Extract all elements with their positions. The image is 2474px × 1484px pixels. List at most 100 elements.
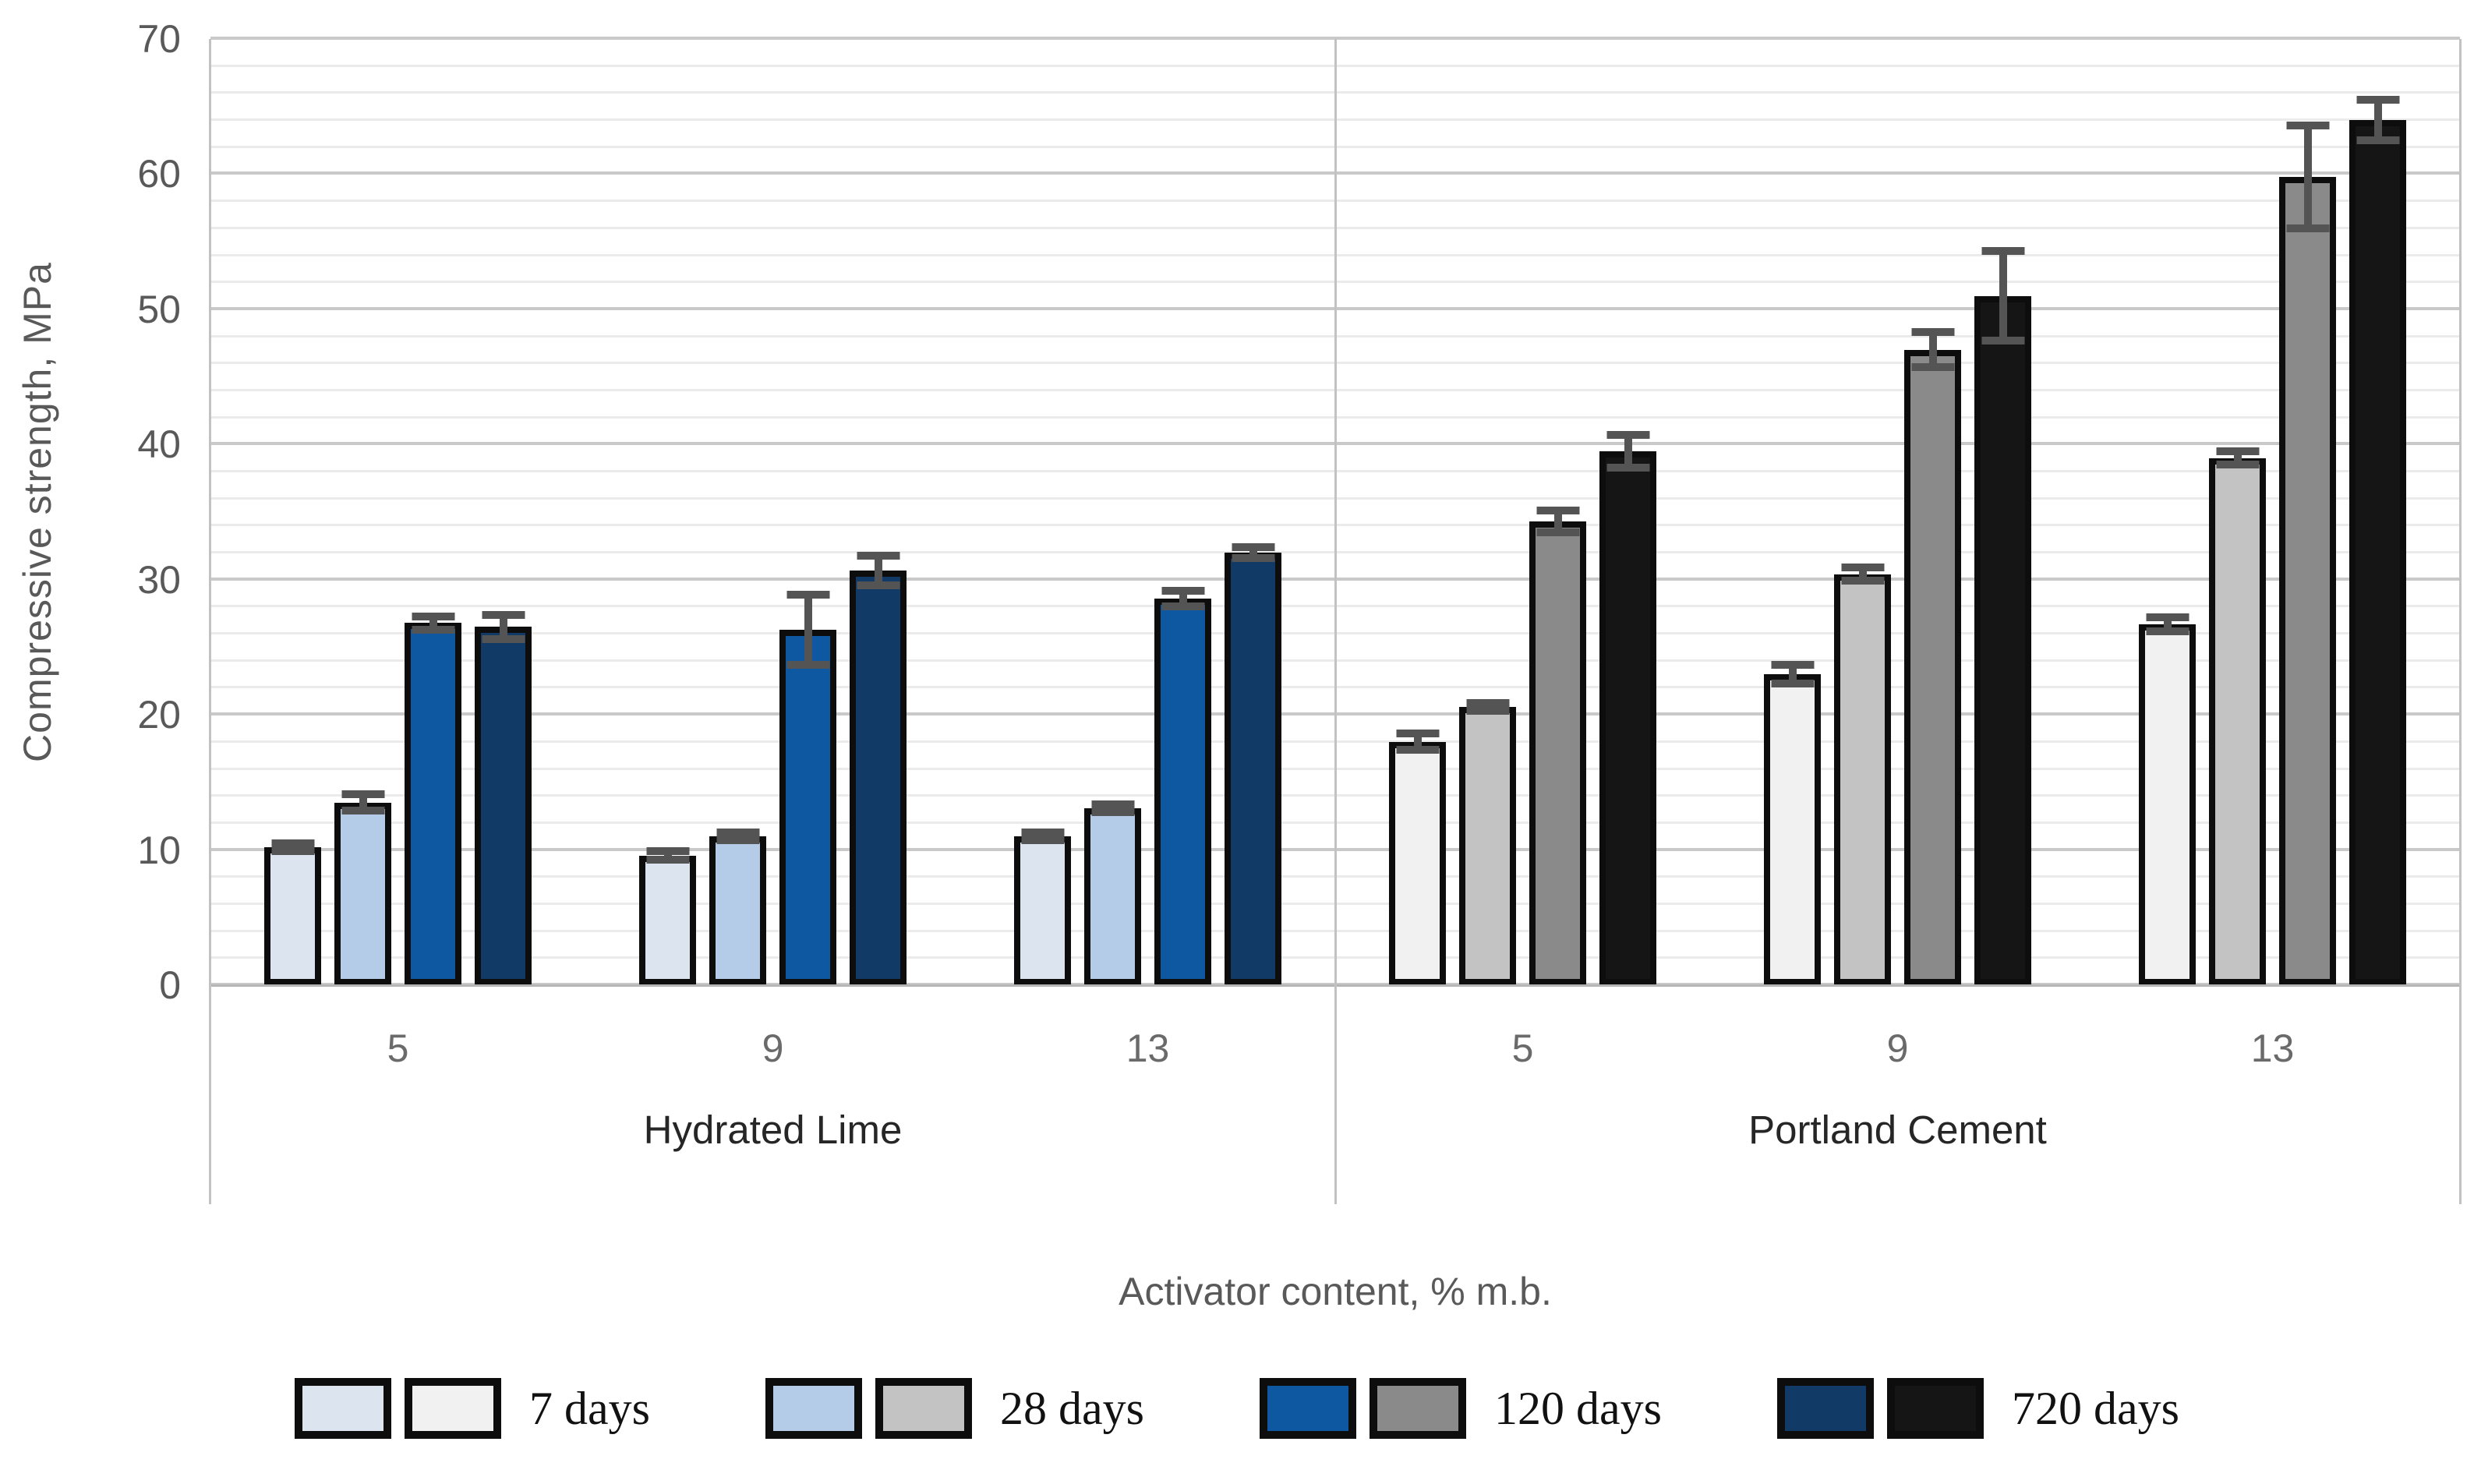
bar bbox=[779, 629, 836, 985]
legend-swatch-cement bbox=[1886, 1378, 1984, 1439]
error-bar-line bbox=[1858, 567, 1867, 581]
error-bar-line bbox=[1999, 251, 2007, 341]
error-bar-top-cap bbox=[271, 839, 314, 847]
x-group-label: Hydrated Lime bbox=[643, 1108, 903, 1152]
legend-item: 7 days bbox=[295, 1378, 650, 1439]
error-bar-top-cap bbox=[1466, 698, 1509, 707]
legend-swatch-cement bbox=[875, 1378, 973, 1439]
bar bbox=[1389, 741, 1446, 985]
error-bar-top-cap bbox=[2146, 613, 2189, 622]
bar bbox=[1225, 553, 1281, 985]
error-bar-bottom-cap bbox=[1841, 577, 1884, 585]
error-bar-top-cap bbox=[1091, 800, 1134, 808]
bar-wrap bbox=[1084, 39, 1141, 985]
bar bbox=[1084, 807, 1141, 985]
error-bar-top-cap bbox=[341, 790, 384, 799]
error-bar-top-cap bbox=[1536, 507, 1579, 515]
bar bbox=[2209, 458, 2266, 985]
bar-wrap bbox=[1389, 39, 1446, 985]
legend-swatch-lime bbox=[1776, 1378, 1874, 1439]
bar bbox=[1599, 450, 1656, 985]
bar bbox=[405, 623, 461, 985]
error-bar-bottom-cap bbox=[341, 807, 384, 815]
x-category-label: 5 bbox=[387, 1026, 409, 1070]
error-bar-bottom-cap bbox=[1771, 680, 1814, 688]
bar bbox=[1764, 674, 1821, 985]
plot-right-border bbox=[2459, 39, 2462, 1204]
error-bar-line bbox=[359, 794, 367, 811]
bar-wrap bbox=[2349, 39, 2406, 985]
panel-portland-cement bbox=[1335, 39, 2460, 985]
bar-wrap bbox=[264, 39, 321, 985]
error-bar-bottom-cap bbox=[1091, 808, 1134, 817]
bar-wrap bbox=[2209, 39, 2266, 985]
bar-group bbox=[210, 39, 585, 985]
error-bar-line bbox=[1249, 547, 1257, 558]
error-bar-bottom-cap bbox=[1606, 463, 1649, 472]
bar-wrap bbox=[1834, 39, 1891, 985]
error-bar-top-cap bbox=[1841, 564, 1884, 572]
error-bar-bottom-cap bbox=[857, 581, 899, 589]
error-bar-line bbox=[804, 594, 812, 665]
x-axis-title-text: Activator content, % m.b. bbox=[1119, 1270, 1552, 1313]
bar-wrap bbox=[1764, 39, 1821, 985]
x-category-label: 9 bbox=[1886, 1026, 1909, 1070]
panel-hydrated-lime bbox=[210, 39, 1335, 985]
bar bbox=[2349, 120, 2406, 985]
legend-item: 120 days bbox=[1260, 1378, 1662, 1439]
legend: 7 days 28 days 120 days 720 days bbox=[0, 1378, 2474, 1439]
bar bbox=[1459, 706, 1516, 985]
error-bar-line bbox=[1108, 804, 1117, 813]
bar-group bbox=[1710, 39, 2085, 985]
error-bar-line bbox=[1038, 832, 1047, 841]
error-bar-top-cap bbox=[412, 612, 454, 620]
y-axis-line bbox=[209, 39, 211, 1204]
y-axis-title: Compressive strength, MPa bbox=[6, 39, 69, 985]
error-bar-bottom-cap bbox=[412, 625, 454, 634]
error-bar-line bbox=[2373, 100, 2382, 141]
error-bar-bottom-cap bbox=[482, 635, 525, 644]
bar bbox=[2279, 176, 2336, 985]
bar bbox=[850, 570, 907, 985]
error-bar-top-cap bbox=[786, 590, 829, 599]
error-bar-top-cap bbox=[646, 847, 689, 856]
error-bar-line bbox=[1928, 332, 1937, 368]
error-bar-bottom-cap bbox=[2286, 224, 2329, 232]
legend-label: 7 days bbox=[529, 1382, 651, 1434]
legend-label: 720 days bbox=[2011, 1382, 2179, 1434]
error-bar-bottom-cap bbox=[646, 855, 689, 864]
bar-wrap bbox=[779, 39, 836, 985]
legend-swatch-cement bbox=[405, 1378, 502, 1439]
error-bar-bottom-cap bbox=[786, 660, 829, 669]
panel-divider-line bbox=[1334, 39, 1337, 1204]
error-bar-bottom-cap bbox=[1466, 706, 1509, 715]
x-category-label: 13 bbox=[2250, 1026, 2295, 1070]
error-bar-line bbox=[874, 555, 882, 585]
bar bbox=[1834, 574, 1891, 985]
error-bar-bottom-cap bbox=[1396, 746, 1439, 754]
bar bbox=[264, 847, 321, 985]
error-bar-top-cap bbox=[1161, 586, 1204, 595]
error-bar-top-cap bbox=[2286, 122, 2329, 129]
error-bar-top-cap bbox=[482, 610, 525, 619]
error-bar-line bbox=[1553, 511, 1562, 533]
bar-wrap bbox=[1154, 39, 1211, 985]
x-category-label: 5 bbox=[1511, 1026, 1534, 1070]
bar-wrap bbox=[1974, 39, 2031, 985]
error-bar-top-cap bbox=[1606, 431, 1649, 440]
error-bar-line bbox=[733, 832, 742, 841]
error-bar-line bbox=[499, 614, 507, 640]
bar-wrap bbox=[2139, 39, 2196, 985]
bar bbox=[1974, 295, 2031, 985]
error-bar-top-cap bbox=[1232, 543, 1274, 552]
bar bbox=[1154, 599, 1211, 985]
bar-wrap bbox=[1529, 39, 1586, 985]
error-bar-top-cap bbox=[1911, 328, 1954, 337]
legend-swatch-lime bbox=[765, 1378, 863, 1439]
error-bar-top-cap bbox=[1981, 247, 2024, 256]
bar bbox=[1904, 349, 1961, 985]
bar-wrap bbox=[1014, 39, 1071, 985]
error-bar-bottom-cap bbox=[1161, 602, 1204, 611]
error-bar-top-cap bbox=[1771, 660, 1814, 669]
y-axis-title-text: Compressive strength, MPa bbox=[16, 262, 59, 762]
